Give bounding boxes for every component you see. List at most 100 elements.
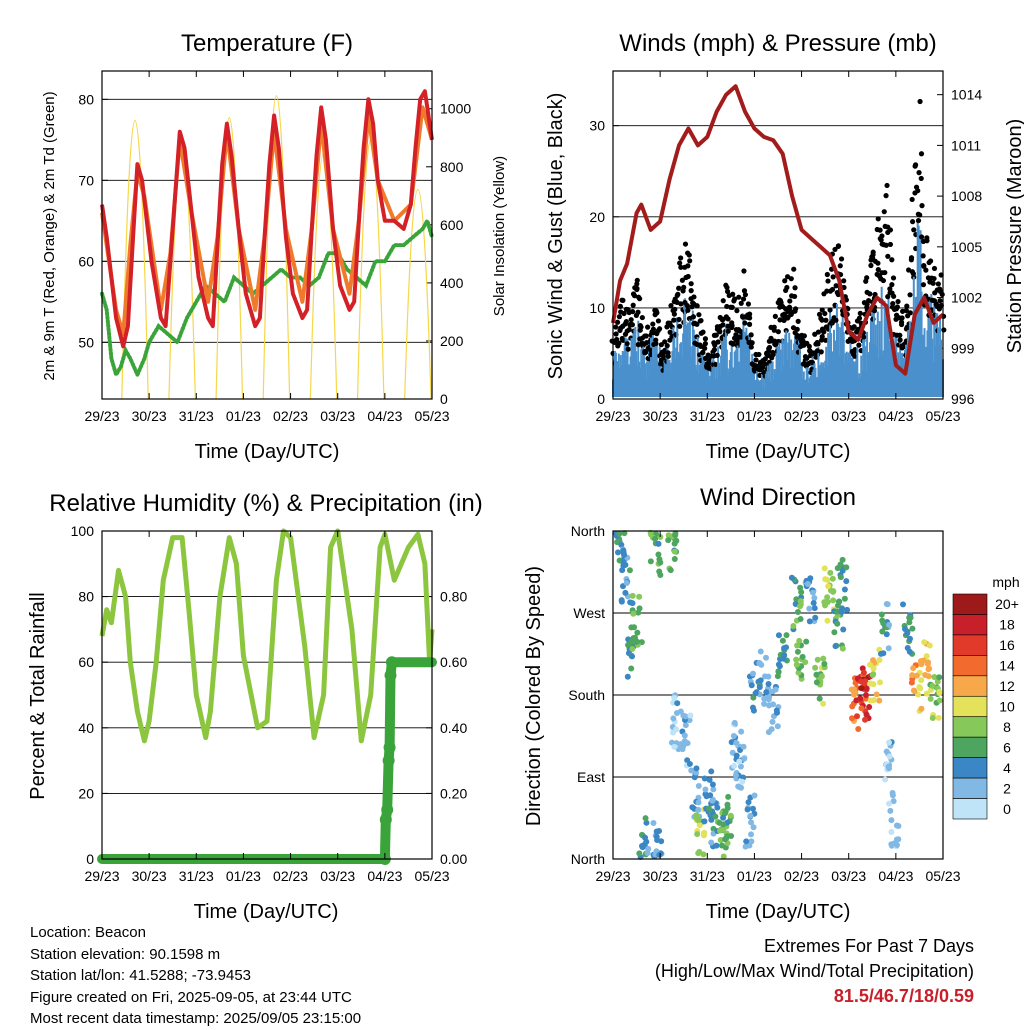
solar-y-tick-label: 1000 (440, 101, 471, 117)
winds-x-tick-label: 05/23 (925, 408, 960, 424)
gust-point (911, 227, 917, 233)
wind-direction-point (673, 726, 680, 733)
wind-direction-point (906, 614, 913, 621)
gust-point (885, 294, 891, 300)
wind-direction-point (863, 685, 870, 692)
gust-point (626, 327, 632, 333)
gust-point (919, 203, 925, 209)
wind-direction-point (643, 819, 650, 826)
gust-point (877, 227, 883, 233)
solar-insolation-curve (168, 150, 196, 400)
gust-point (720, 322, 726, 328)
gust-point (883, 242, 889, 248)
gust-point (829, 286, 836, 293)
wind-direction-point (673, 537, 680, 544)
gust-point (684, 303, 690, 309)
wind-direction-point (701, 775, 708, 782)
wind-direction-point (629, 600, 636, 607)
wind-direction-point (687, 712, 694, 719)
gust-point (665, 353, 671, 359)
gust-point (639, 314, 645, 321)
wind-direction-point (918, 705, 925, 712)
gust-point (717, 329, 723, 335)
wind-direction-point (656, 556, 663, 563)
wind-direction-point (731, 719, 738, 726)
wind-direction-point (746, 842, 753, 849)
wind-direction-point (695, 799, 702, 806)
gust-point (865, 298, 872, 304)
solar-y-tick-label: 400 (440, 275, 464, 291)
wind-direction-point (775, 632, 782, 639)
wind-direction-point (671, 548, 678, 555)
gust-point (924, 235, 930, 241)
wind-direction-point (814, 656, 821, 663)
wind-direction-point (793, 656, 800, 663)
wind-y-tick-label: 30 (589, 118, 605, 134)
wind-direction-point (794, 609, 801, 616)
wind-direction-point (841, 586, 848, 593)
colorbar-unit: mph (992, 574, 1019, 590)
gust-point (895, 298, 901, 305)
temperature-x-tick-label: 30/23 (132, 408, 167, 424)
gust-point (868, 262, 874, 269)
gust-point (851, 324, 857, 330)
wind-direction-point (834, 608, 841, 615)
wind-direction-point (910, 665, 917, 672)
wind-direction-point (884, 601, 891, 608)
gust-point (804, 355, 810, 361)
solar-insolation-curve (121, 119, 149, 400)
gust-point (634, 281, 640, 287)
wind-direction-point (709, 781, 716, 788)
gust-point (923, 267, 929, 273)
wind-direction-point (821, 565, 828, 572)
wind-direction-point (888, 817, 895, 824)
pressure-line (611, 84, 945, 376)
temperature-y-tick-label: 80 (78, 91, 94, 107)
gust-point (875, 267, 881, 273)
wind-direction-point (795, 669, 802, 676)
gust-point (630, 302, 636, 308)
colorbar-label: 16 (999, 637, 1015, 653)
colorbar-swatch (952, 798, 988, 820)
wind-direction-point (686, 717, 693, 724)
wind-direction-point (743, 838, 750, 845)
wind-direction-point (886, 739, 893, 746)
wind-direction-point (758, 661, 765, 668)
wind-direction-point (750, 805, 757, 812)
wind-direction-point (672, 532, 679, 539)
winds-ylabel-right: Station Pressure (Maroon) (1004, 119, 1024, 354)
wind-direction-point (727, 812, 734, 819)
wind-direction-point (695, 806, 702, 813)
gust-point (856, 315, 863, 321)
temperature-xlabel: Time (Day/UTC) (195, 441, 340, 463)
station-info: Location: Beacon Station elevation: 90.1… (30, 922, 361, 1030)
gust-point (730, 291, 736, 297)
wind-direction-point (812, 664, 819, 671)
gust-point (740, 296, 747, 302)
wind-direction-x-tick-label: 02/23 (784, 868, 819, 884)
wind-direction-point (695, 816, 702, 823)
wind-y-tick-label: 0 (597, 391, 605, 407)
wind-direction-point (653, 828, 660, 835)
gust-point (852, 353, 858, 359)
wind-direction-point (860, 669, 867, 676)
wind-direction-point (923, 653, 930, 660)
gust-point (682, 241, 689, 247)
humidity-y-tick-label: 40 (78, 720, 94, 736)
gust-point (661, 354, 667, 361)
wind-direction-point (813, 679, 820, 686)
wind-direction-point (679, 746, 686, 753)
wind-direction-point (796, 637, 803, 644)
gust-point (634, 286, 640, 293)
wind-direction-point (781, 652, 788, 659)
wind-direction-point (774, 723, 781, 730)
wind-direction-x-tick-label: 03/23 (831, 868, 866, 884)
wind-direction-point (879, 628, 886, 635)
gust-point (702, 336, 709, 342)
wind-direction-point (720, 814, 727, 821)
wind-direction-point (925, 673, 932, 680)
gust-point (620, 297, 626, 303)
wind-direction-point (802, 659, 809, 666)
wind-direction-ylabel: Direction (Colored By Speed) (523, 566, 545, 826)
humidity-y-tick-label: 100 (71, 523, 95, 539)
